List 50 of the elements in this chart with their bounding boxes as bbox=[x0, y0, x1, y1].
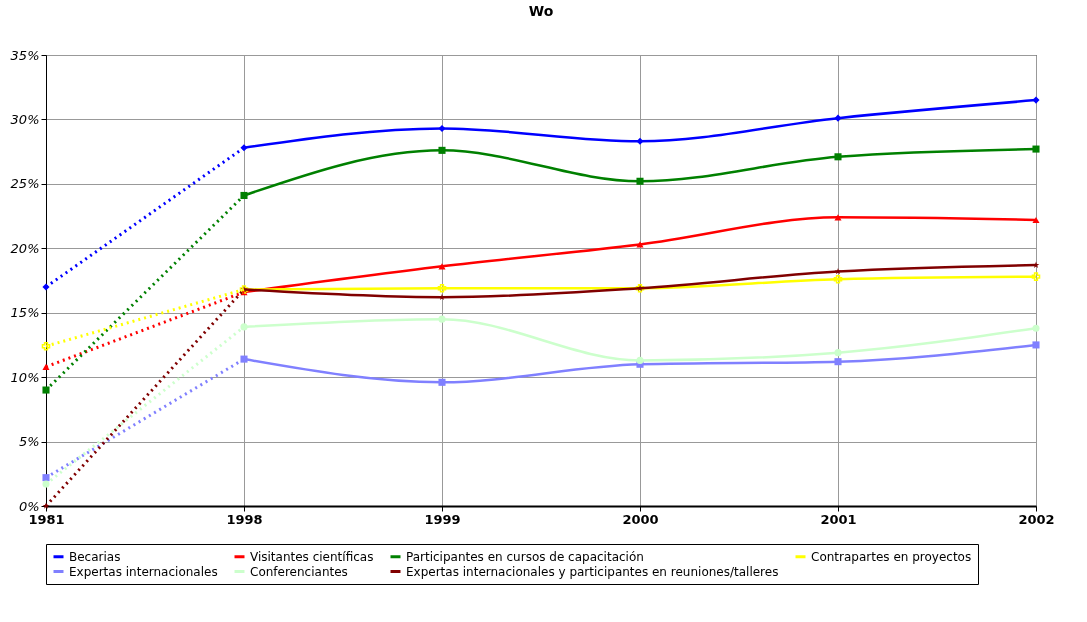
legend-label: Conferenciantes bbox=[250, 564, 348, 579]
y-tick-label: 5% bbox=[18, 434, 40, 450]
y-tick-label: 10% bbox=[10, 369, 40, 385]
point bbox=[834, 114, 842, 122]
point bbox=[636, 356, 644, 364]
point bbox=[1032, 341, 1040, 349]
point bbox=[42, 283, 50, 291]
x-tick-label: 1998 bbox=[226, 511, 263, 527]
x-tick-label: 2002 bbox=[1018, 511, 1055, 527]
point bbox=[42, 474, 50, 482]
point bbox=[636, 137, 644, 145]
legend-label: Visitantes científicas bbox=[250, 549, 374, 564]
point bbox=[240, 323, 248, 331]
legend-label: Participantes en cursos de capacitación bbox=[406, 549, 644, 564]
legend-label: Expertas internacionales bbox=[69, 564, 218, 579]
point bbox=[1032, 96, 1040, 104]
point bbox=[438, 146, 446, 154]
legend-label: Becarias bbox=[69, 549, 121, 564]
point bbox=[240, 355, 248, 363]
x-tick-label: 2000 bbox=[622, 511, 659, 527]
point bbox=[1031, 272, 1041, 281]
y-tick-label: 30% bbox=[10, 111, 40, 127]
point bbox=[834, 153, 842, 161]
point bbox=[636, 177, 644, 185]
point bbox=[42, 480, 50, 488]
point bbox=[42, 386, 50, 394]
point bbox=[834, 349, 842, 357]
point bbox=[438, 378, 446, 386]
y-tick-label: 20% bbox=[10, 240, 40, 256]
x-tick-label: 1981 bbox=[28, 511, 65, 527]
point bbox=[834, 267, 842, 275]
chart-title: Wo bbox=[528, 3, 554, 19]
point bbox=[438, 315, 446, 323]
x-tick-label: 2001 bbox=[820, 511, 857, 527]
point bbox=[1032, 145, 1040, 153]
legend-label: Expertas internacionales y participantes en reuniones/talleres bbox=[406, 564, 779, 579]
legend-label: Contrapartes en proyectos bbox=[811, 549, 972, 564]
y-tick-label: 35% bbox=[10, 47, 40, 63]
point bbox=[1032, 324, 1040, 332]
x-tick-label: 1999 bbox=[424, 511, 461, 527]
y-tick-label: 15% bbox=[10, 305, 40, 321]
point bbox=[834, 358, 842, 366]
point bbox=[438, 124, 446, 132]
point bbox=[240, 191, 248, 199]
point bbox=[437, 283, 447, 293]
point bbox=[833, 274, 843, 284]
y-tick-label: 0% bbox=[18, 498, 40, 514]
point bbox=[1032, 216, 1040, 223]
y-tick-label: 25% bbox=[10, 176, 40, 192]
point bbox=[41, 341, 51, 351]
